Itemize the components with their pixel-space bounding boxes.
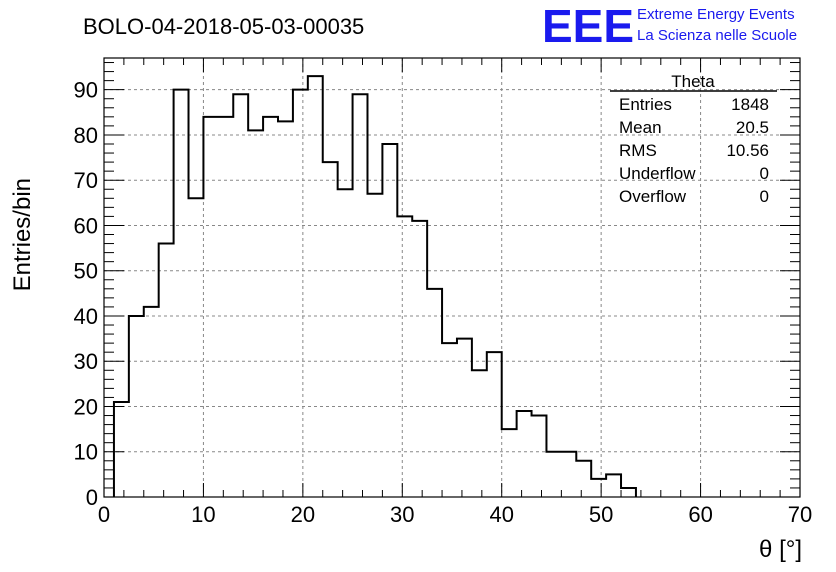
y-tick-label: 10 [74, 440, 98, 465]
y-axis-label: Entries/bin [9, 178, 36, 291]
axis-ticks [103, 58, 801, 498]
stats-label: Overflow [619, 187, 687, 206]
x-tick-label: 50 [589, 502, 613, 527]
chart-title: BOLO-04-2018-05-03-00035 [83, 14, 364, 39]
stats-title: Theta [671, 72, 715, 91]
x-tick-label: 20 [291, 502, 315, 527]
y-tick-labels: 0 10 20 30 40 50 60 70 80 90 [74, 78, 98, 510]
y-tick-label: 80 [74, 123, 98, 148]
stats-value: 0 [760, 164, 769, 183]
plot-frame [103, 57, 801, 498]
y-tick-label: 20 [74, 394, 98, 419]
x-tick-label: 60 [688, 502, 712, 527]
grid [104, 58, 800, 497]
y-tick-label: 30 [74, 349, 98, 374]
y-tick-label: 50 [74, 259, 98, 284]
stats-label: Underflow [619, 164, 696, 183]
histogram-line [112, 75, 637, 497]
x-tick-label: 70 [788, 502, 812, 527]
y-tick-label: 70 [74, 168, 98, 193]
stats-label: Mean [619, 118, 662, 137]
x-axis-label: θ [°] [759, 536, 802, 563]
stats-rows: Entries 1848 Mean 20.5 RMS 10.56 Underflow 0 Ove… [619, 95, 769, 206]
y-tick-label: 0 [86, 485, 98, 510]
y-tick-label: 90 [74, 78, 98, 103]
x-tick-label: 40 [489, 502, 513, 527]
logo-line-1: Extreme Energy Events [637, 6, 795, 23]
stats-label: RMS [619, 141, 657, 160]
x-tick-label: 0 [98, 502, 110, 527]
stats-box: Theta Entries 1848 Mean 20.5 RMS 10.56 Underfl… [610, 72, 777, 206]
stats-label: Entries [619, 95, 672, 114]
y-tick-label: 40 [74, 304, 98, 329]
x-tick-labels: 0 10 20 30 40 50 60 70 [98, 502, 812, 527]
logo-mark: EEE [542, 0, 634, 52]
y-tick-label: 60 [74, 213, 98, 238]
stats-value: 0 [760, 187, 769, 206]
stats-value: 20.5 [736, 118, 769, 137]
logo-line-2: La Scienza nelle Scuole [637, 27, 797, 44]
x-tick-label: 30 [390, 502, 414, 527]
eee-logo: EEE Extreme Energy Events La Scienza nel… [542, 0, 797, 52]
stats-value: 1848 [731, 95, 769, 114]
stats-value: 10.56 [726, 141, 769, 160]
x-tick-label: 10 [191, 502, 215, 527]
